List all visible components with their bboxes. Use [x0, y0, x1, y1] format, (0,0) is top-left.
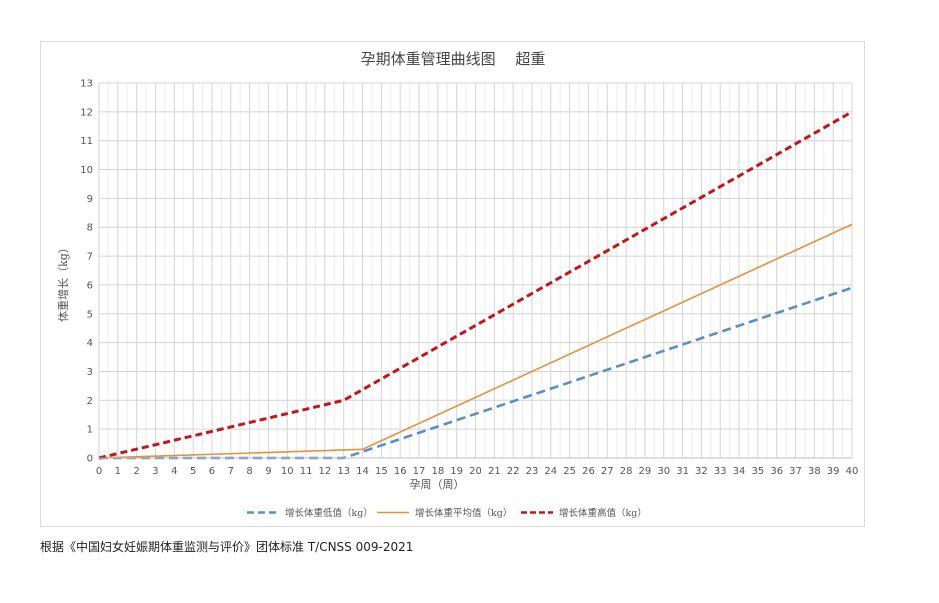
legend: 增长体重低值（kg） 增长体重平均值（kg） 增长体重高值（kg）	[247, 507, 647, 519]
y-tick-label: 6	[87, 280, 93, 291]
x-tick-label: 37	[789, 466, 802, 477]
x-tick-label: 38	[808, 466, 821, 477]
x-tick-label: 31	[676, 466, 689, 477]
x-tick-label: 24	[544, 466, 557, 477]
x-tick-label: 6	[209, 466, 215, 477]
x-tick-label: 33	[714, 466, 727, 477]
y-tick-label: 8	[87, 223, 93, 234]
x-tick-label: 11	[300, 466, 313, 477]
chart-frame: 0 1 2 3 4 5 6 7 8 9 10 11 12 13 14 15 16 17 18 19 20 21 22 23 24…	[40, 41, 865, 527]
x-tick-label: 34	[733, 466, 746, 477]
x-tick-label: 12	[319, 466, 332, 477]
x-tick-label: 27	[601, 466, 614, 477]
x-tick-label: 3	[152, 466, 158, 477]
y-tick-label: 10	[80, 165, 93, 176]
line-chart: 0 1 2 3 4 5 6 7 8 9 10 11 12 13 14 15 16 17 18 19 20 21 22 23 24…	[56, 50, 858, 519]
x-tick-label: 15	[375, 466, 388, 477]
x-tick-label: 40	[846, 466, 859, 477]
x-tick-label: 8	[246, 466, 252, 477]
x-tick-label: 0	[96, 466, 102, 477]
x-tick-label: 10	[281, 466, 294, 477]
y-tick-label: 13	[80, 79, 93, 90]
x-tick-label: 39	[827, 466, 840, 477]
y-tick-label: 9	[87, 194, 93, 205]
x-tick-label: 35	[752, 466, 765, 477]
grid	[98, 82, 853, 459]
x-tick-label: 4	[171, 466, 177, 477]
y-tick-label: 4	[87, 338, 93, 349]
x-tick-label: 20	[469, 466, 482, 477]
x-tick-label: 1	[115, 466, 121, 477]
x-tick-label: 19	[450, 466, 463, 477]
legend-label-1: 增长体重低值（kg）	[285, 507, 373, 519]
x-tick-label: 28	[620, 466, 633, 477]
x-axis-label: 孕周（周）	[410, 478, 465, 491]
y-tick-label: 3	[87, 367, 93, 378]
x-tick-label: 2	[133, 466, 139, 477]
x-tick-label: 21	[488, 466, 501, 477]
y-tick-label: 0	[87, 454, 93, 465]
y-tick-label: 7	[87, 252, 93, 263]
x-tick-label: 25	[563, 466, 576, 477]
series-line-3	[98, 110, 853, 460]
legend-label-2: 增长体重平均值（kg）	[415, 507, 512, 519]
chart-title: 孕期体重管理曲线图 超重	[361, 50, 546, 68]
source-note: 根据《中国妇女妊娠期体重监测与评价》团体标准 T/CNSS 009-2021	[40, 540, 414, 554]
x-tick-label: 16	[394, 466, 407, 477]
y-tick-label: 11	[80, 136, 93, 147]
x-tick-label: 5	[190, 466, 196, 477]
x-tick-label: 30	[657, 466, 670, 477]
x-tick-label: 7	[228, 466, 234, 477]
y-tick-label: 2	[87, 396, 93, 407]
y-tick-label: 1	[87, 425, 93, 436]
x-tick-label: 36	[770, 466, 783, 477]
y-axis-label: 体重增长（kg）	[56, 242, 70, 322]
x-tick-label: 17	[413, 466, 426, 477]
x-tick-label: 26	[582, 466, 595, 477]
x-tick-label: 23	[526, 466, 539, 477]
x-tick-label: 29	[639, 466, 652, 477]
axes: 0 1 2 3 4 5 6 7 8 9 10 11 12 13 14 15 16 17 18 19 20 21 22 23 24…	[80, 79, 858, 478]
x-tick-label: 32	[695, 466, 708, 477]
y-tick-label: 12	[80, 107, 93, 118]
y-tick-label: 5	[87, 309, 93, 320]
x-tick-label: 9	[265, 466, 271, 477]
series-line-2	[98, 223, 853, 459]
x-tick-label: 14	[356, 466, 369, 477]
x-tick-label: 22	[507, 466, 520, 477]
x-tick-label: 13	[337, 466, 350, 477]
legend-label-3: 增长体重高值（kg）	[559, 507, 647, 519]
x-tick-label: 18	[431, 466, 444, 477]
